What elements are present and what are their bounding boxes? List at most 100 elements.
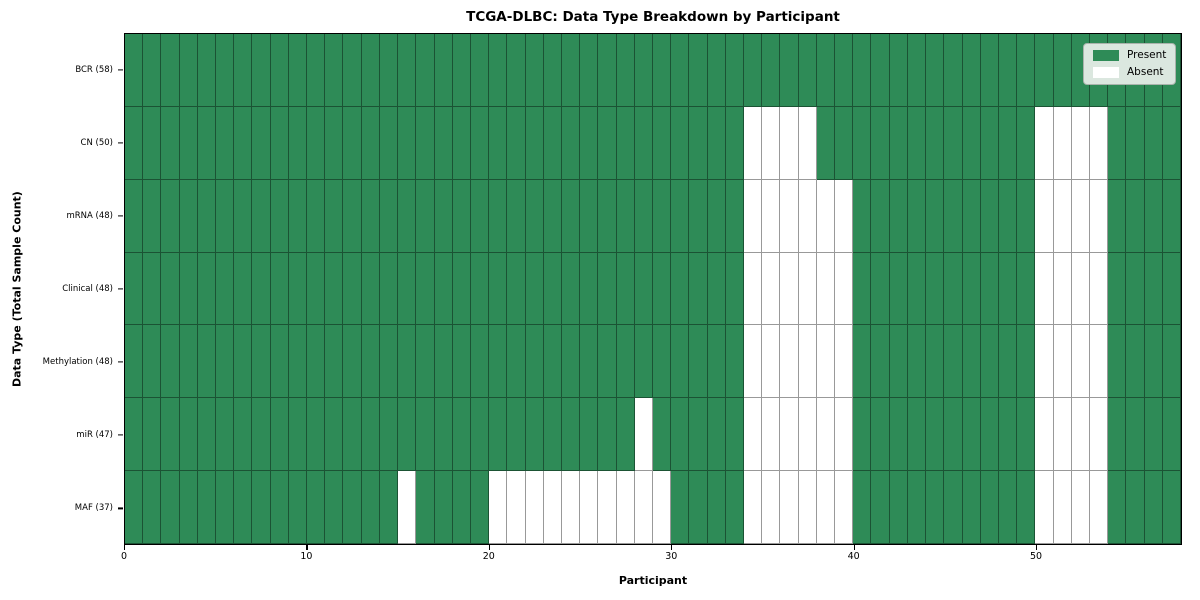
heatmap-cell xyxy=(926,325,945,399)
heatmap-cell xyxy=(762,179,781,253)
heatmap-cell xyxy=(343,252,362,326)
heatmap-cell xyxy=(598,398,617,472)
heatmap-cell xyxy=(288,325,308,399)
heatmap-cell xyxy=(398,398,417,472)
heatmap-cell xyxy=(179,34,198,107)
heatmap-cell xyxy=(835,252,854,326)
heatmap-cell xyxy=(161,471,180,544)
heatmap-cell xyxy=(543,398,562,472)
heatmap-cell xyxy=(507,398,526,472)
heatmap-cell xyxy=(998,106,1018,180)
heatmap-cell xyxy=(398,34,417,107)
heatmap-cell xyxy=(1035,398,1054,472)
heatmap-cell xyxy=(871,325,890,399)
heatmap-cell xyxy=(143,325,162,399)
heatmap-cell xyxy=(470,398,490,472)
heatmap-cell xyxy=(1017,325,1036,399)
x-tick-mark xyxy=(306,545,308,550)
chart-title: TCGA-DLBC: Data Type Breakdown by Partic… xyxy=(466,9,840,25)
x-tick-label: 0 xyxy=(120,551,128,562)
heatmap-cell xyxy=(871,179,890,253)
heatmap-cell xyxy=(561,34,581,107)
heatmap-cell xyxy=(835,106,854,180)
heatmap-cell xyxy=(216,471,235,544)
y-tick-mark xyxy=(118,288,123,290)
heatmap-cell xyxy=(216,398,235,472)
heatmap-cell xyxy=(634,34,653,107)
heatmap-cell xyxy=(998,471,1018,544)
heatmap-cell xyxy=(652,34,672,107)
heatmap-cell xyxy=(288,34,308,107)
heatmap-cell xyxy=(434,34,453,107)
x-tick-label: 50 xyxy=(1030,551,1043,562)
heatmap-cell xyxy=(889,471,908,544)
heatmap-cell xyxy=(379,179,399,253)
heatmap-cell xyxy=(1089,398,1109,472)
heatmap-cell xyxy=(325,106,344,180)
heatmap-cell xyxy=(325,252,344,326)
heatmap-cell xyxy=(889,252,908,326)
heatmap-cell xyxy=(853,34,872,107)
heatmap-cell xyxy=(325,398,344,472)
legend-swatch xyxy=(1093,67,1119,78)
heatmap-cell xyxy=(288,106,308,180)
heatmap-cell xyxy=(1071,252,1090,326)
heatmap-cell xyxy=(507,471,526,544)
heatmap-cell xyxy=(962,325,981,399)
heatmap-cell xyxy=(252,34,271,107)
y-tick-mark xyxy=(118,215,123,217)
heatmap-cell xyxy=(998,252,1018,326)
legend-item: Present xyxy=(1093,50,1166,61)
heatmap-cell xyxy=(1071,179,1090,253)
heatmap-cell xyxy=(598,325,617,399)
heatmap-cell xyxy=(835,471,854,544)
heatmap-cell xyxy=(598,471,617,544)
heatmap-cell xyxy=(252,252,271,326)
heatmap-cell xyxy=(398,106,417,180)
heatmap-cell xyxy=(452,398,471,472)
heatmap-cell xyxy=(179,471,198,544)
heatmap-cell xyxy=(598,179,617,253)
heatmap-cell xyxy=(835,34,854,107)
heatmap-cell xyxy=(379,471,399,544)
heatmap-cell xyxy=(1108,325,1127,399)
heatmap-cell xyxy=(616,106,635,180)
heatmap-cell xyxy=(270,471,289,544)
heatmap-cell xyxy=(671,252,690,326)
heatmap-cell xyxy=(561,325,581,399)
heatmap-cell xyxy=(889,106,908,180)
heatmap-cell xyxy=(835,325,854,399)
heatmap-cell xyxy=(525,34,544,107)
heatmap-cell xyxy=(1053,179,1072,253)
heatmap-cell xyxy=(998,325,1018,399)
heatmap-cell xyxy=(125,325,144,399)
heatmap-cell xyxy=(725,398,745,472)
heatmap-cell xyxy=(780,325,799,399)
heatmap-cell xyxy=(616,179,635,253)
heatmap-cell xyxy=(561,106,581,180)
heatmap-cell xyxy=(762,252,781,326)
heatmap-cell xyxy=(1035,325,1054,399)
heatmap-cell xyxy=(1089,471,1109,544)
y-tick-mark xyxy=(118,68,123,71)
heatmap-cell xyxy=(998,179,1018,253)
heatmap-cell xyxy=(689,471,708,544)
heatmap-cell xyxy=(671,106,690,180)
heatmap-cell xyxy=(853,179,872,253)
heatmap-cell xyxy=(707,34,726,107)
heatmap-cell xyxy=(197,106,217,180)
heatmap-cell xyxy=(125,179,144,253)
heatmap-cell xyxy=(598,34,617,107)
heatmap-cell xyxy=(525,471,544,544)
heatmap-cell xyxy=(889,179,908,253)
heatmap-cell xyxy=(197,325,217,399)
heatmap-cell xyxy=(197,179,217,253)
x-axis-label: Participant xyxy=(618,574,688,587)
heatmap-cell xyxy=(853,471,872,544)
heatmap-cell xyxy=(1144,179,1163,253)
heatmap-cell xyxy=(1089,252,1109,326)
heatmap-cell xyxy=(1162,398,1181,472)
heatmap-cell xyxy=(143,471,162,544)
heatmap-cell xyxy=(652,471,672,544)
heatmap-cell xyxy=(507,179,526,253)
